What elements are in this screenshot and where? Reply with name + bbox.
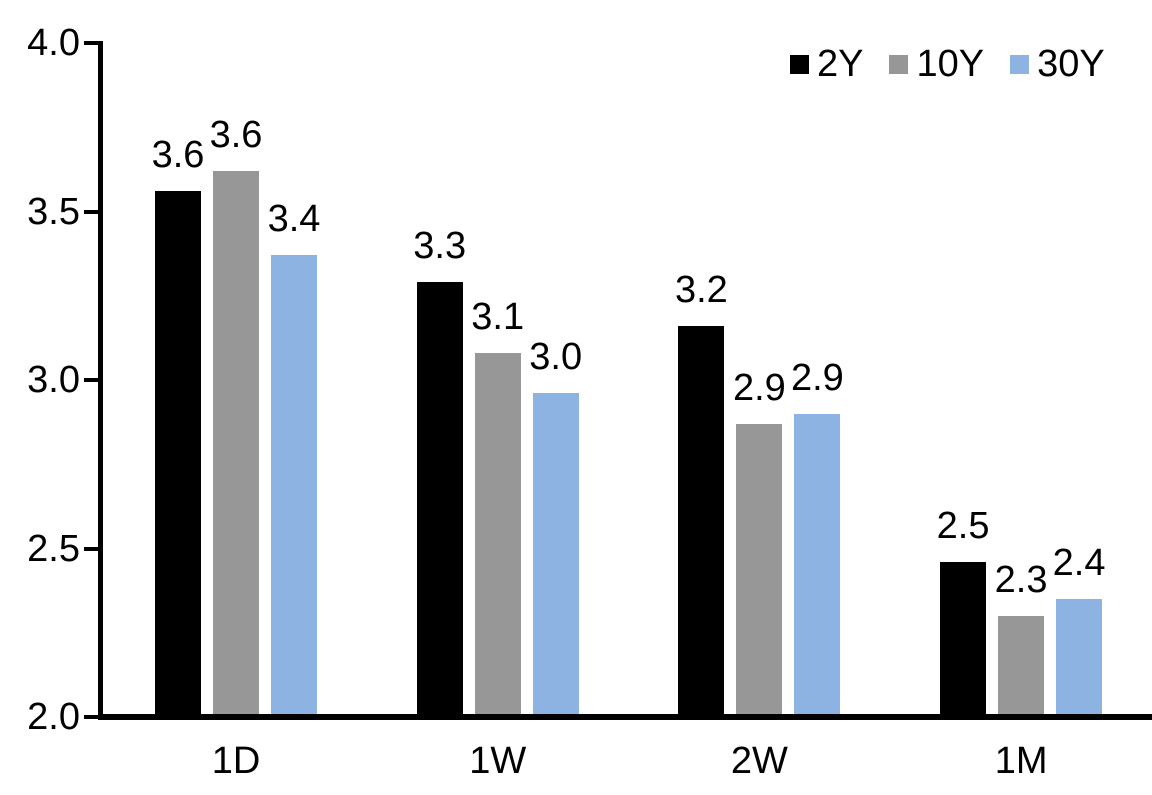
y-tick-label: 3.0 xyxy=(27,359,80,401)
bar-10Y-1M xyxy=(998,615,1045,714)
bar-30Y-1M xyxy=(1056,599,1103,714)
bar-label-10Y-1D: 3.6 xyxy=(209,114,263,157)
bar-30Y-2W xyxy=(794,413,841,714)
bar-label-30Y-1W: 3.0 xyxy=(529,336,583,379)
x-category-label-1W: 1W xyxy=(469,740,527,782)
legend-swatch-10Y xyxy=(889,54,909,74)
x-category-label-2W: 2W xyxy=(730,740,788,782)
bar-2Y-1M xyxy=(940,561,987,714)
bar-2Y-1D xyxy=(155,191,201,714)
bar-label-2Y-1W: 3.3 xyxy=(413,225,467,268)
bar-10Y-1W xyxy=(474,353,521,714)
legend-label-10Y: 10Y xyxy=(916,43,985,85)
bar-2Y-1W xyxy=(416,282,463,714)
bar-label-30Y-1M: 2.4 xyxy=(1052,542,1106,585)
y-tick-label: 2.5 xyxy=(27,527,80,570)
bar-label-30Y-2W: 2.9 xyxy=(790,356,844,399)
legend-item-30Y: 30Y xyxy=(1010,42,1105,86)
legend-swatch-30Y xyxy=(1010,54,1030,74)
y-tick-mark xyxy=(84,378,98,382)
legend-item-2Y: 2Y xyxy=(790,42,863,86)
x-axis-line xyxy=(98,714,1152,720)
bar-10Y-1D xyxy=(213,171,259,714)
y-tick-label: 3.5 xyxy=(27,190,80,233)
y-tick-mark xyxy=(84,41,98,45)
bar-10Y-2W xyxy=(736,423,783,714)
x-category-label-1M: 1M xyxy=(994,740,1048,782)
bar-30Y-1W xyxy=(532,393,579,714)
y-tick-label: 2.0 xyxy=(27,696,80,738)
bar-label-2Y-1M: 2.5 xyxy=(936,504,990,547)
y-tick-mark xyxy=(84,209,98,214)
legend-swatch-2Y xyxy=(790,54,809,74)
bar-label-10Y-2W: 2.9 xyxy=(732,366,786,409)
bar-30Y-1D xyxy=(271,255,317,714)
legend-item-10Y: 10Y xyxy=(889,42,984,86)
y-tick-mark xyxy=(84,715,98,719)
y-tick-label: 4.0 xyxy=(27,22,80,64)
y-axis-line xyxy=(98,41,103,720)
bar-label-30Y-1D: 3.4 xyxy=(267,198,321,241)
bar-label-10Y-1M: 2.3 xyxy=(994,558,1048,601)
legend: 2Y 10Y 30Y xyxy=(790,42,1105,86)
bar-2Y-2W xyxy=(678,326,725,714)
bar-label-10Y-1W: 3.1 xyxy=(471,296,525,339)
legend-label-2Y: 2Y xyxy=(817,43,864,85)
y-tick-mark xyxy=(84,546,98,551)
x-category-label-1D: 1D xyxy=(211,740,261,782)
bar-label-2Y-2W: 3.2 xyxy=(674,269,728,312)
legend-label-30Y: 30Y xyxy=(1037,43,1105,85)
bar-label-2Y-1D: 3.6 xyxy=(151,134,205,177)
